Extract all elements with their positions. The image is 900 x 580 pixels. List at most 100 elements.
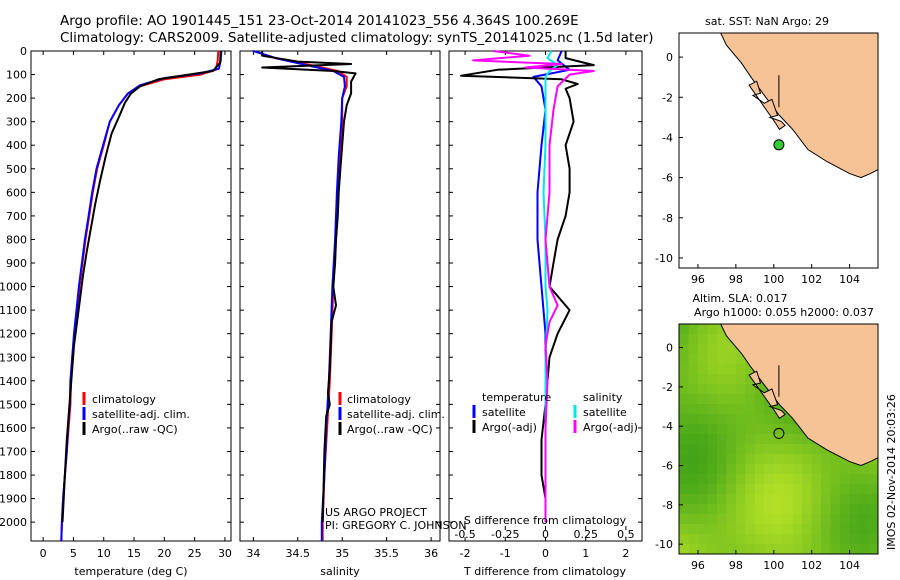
sla-cell <box>802 474 813 485</box>
sla-cell <box>773 474 784 485</box>
sla-cell <box>716 544 727 554</box>
sla-cell <box>716 444 727 455</box>
sla-cell <box>698 504 709 515</box>
legend-header-salinity: salinity <box>583 391 623 404</box>
sla-cell <box>802 484 813 495</box>
t-difference-xlabel: T difference from climatology <box>463 565 626 578</box>
sla-cell <box>707 384 718 395</box>
sla-cell <box>745 394 756 405</box>
salinity-depth-ticks <box>240 50 440 523</box>
sla-cell <box>821 514 832 525</box>
sla-cell <box>726 514 737 525</box>
sla-cell <box>802 494 813 505</box>
sla-cell <box>735 494 746 505</box>
sla-cell <box>716 504 727 515</box>
sla-cell <box>716 404 727 415</box>
sla-cell <box>745 364 756 375</box>
sla-cell <box>716 344 727 355</box>
s-tick-label: 0.5 <box>617 528 635 541</box>
sla-cell <box>707 374 718 385</box>
sla-map-panel: Altim. SLA: 0.017 Argo h1000: 0.055 h200… <box>655 292 879 572</box>
sla-cell <box>830 494 841 505</box>
sla-cell <box>726 424 737 435</box>
sla-cell <box>811 484 822 495</box>
sla-cell <box>688 504 699 515</box>
sla-cell <box>868 514 878 525</box>
sla-cell <box>830 544 841 554</box>
sla-cell <box>783 514 794 525</box>
sla-cell <box>773 414 784 425</box>
sla-cell <box>698 494 709 505</box>
sla-cell <box>688 344 699 355</box>
sla-cell <box>679 484 690 495</box>
sla-cell <box>707 424 718 435</box>
sla-cell <box>688 494 699 505</box>
sla-cell <box>698 454 709 465</box>
sla-cell <box>821 474 832 485</box>
series-line-satellite-adj-clim <box>60 50 223 542</box>
sla-cell <box>830 474 841 485</box>
sla-cell <box>716 364 727 375</box>
sla-cell <box>735 424 746 435</box>
sla-cell <box>783 494 794 505</box>
sla-cell <box>688 384 699 395</box>
sla-cell <box>754 474 765 485</box>
sla-cell <box>688 374 699 385</box>
legend-label-sal-argo: Argo(-adj) <box>583 421 638 434</box>
lon-tick-label: 100 <box>763 559 784 572</box>
sla-cell <box>716 454 727 465</box>
sla-cell <box>716 474 727 485</box>
sla-cell <box>735 444 746 455</box>
sla-cell <box>859 504 870 515</box>
sla-cell <box>802 514 813 525</box>
depth-tick-label: 1200 <box>0 328 27 341</box>
sla-cell <box>830 534 841 545</box>
sla-cell <box>688 524 699 535</box>
sla-cell <box>716 464 727 475</box>
sla-cell <box>726 394 737 405</box>
sla-cell <box>735 544 746 554</box>
sla-map-title-2: Argo h1000: 0.055 h2000: 0.037 <box>694 306 874 319</box>
sla-cell <box>735 464 746 475</box>
sla-cell <box>688 484 699 495</box>
sla-cell <box>745 454 756 465</box>
sla-cell <box>735 484 746 495</box>
sla-cell <box>726 374 737 385</box>
sla-cell <box>688 434 699 445</box>
sla-cell <box>679 464 690 475</box>
credit-project: US ARGO PROJECT <box>325 506 427 519</box>
sla-cell <box>679 504 690 515</box>
salinity-axes-frame <box>239 50 441 542</box>
lon-tick-label: 104 <box>839 273 860 286</box>
sla-cell <box>754 464 765 475</box>
legend-label-temp-satellite: satellite <box>482 406 526 419</box>
sst-map-land <box>720 33 878 179</box>
sla-cell <box>764 464 775 475</box>
sla-cell <box>688 394 699 405</box>
sla-cell <box>707 434 718 445</box>
sumatra-land-shape <box>720 33 878 179</box>
sla-cell <box>764 444 775 455</box>
sla-cell <box>849 494 860 505</box>
temperature-lines <box>60 50 223 542</box>
lon-tick-label: 98 <box>729 273 743 286</box>
sla-cell <box>679 394 690 405</box>
sla-cell <box>679 494 690 505</box>
sla-cell <box>754 394 765 405</box>
sla-cell <box>840 494 851 505</box>
sla-cell <box>811 444 822 455</box>
sla-cell <box>811 454 822 465</box>
sla-cell <box>698 474 709 485</box>
x-tick-label: 0 <box>40 547 47 560</box>
sla-cell <box>802 524 813 535</box>
x-tick-label: -2 <box>460 547 471 560</box>
depth-tick-label: 1700 <box>0 445 27 458</box>
sst-map-title: sat. SST: NaN Argo: 29 <box>705 15 829 28</box>
sla-cell <box>707 394 718 405</box>
sla-cell <box>707 334 718 345</box>
s-tick-label: -0.5 <box>454 528 475 541</box>
sla-cell <box>707 454 718 465</box>
sla-cell <box>840 534 851 545</box>
legend-label-temp-argo: Argo(-adj) <box>482 421 537 434</box>
sla-cell <box>707 524 718 535</box>
